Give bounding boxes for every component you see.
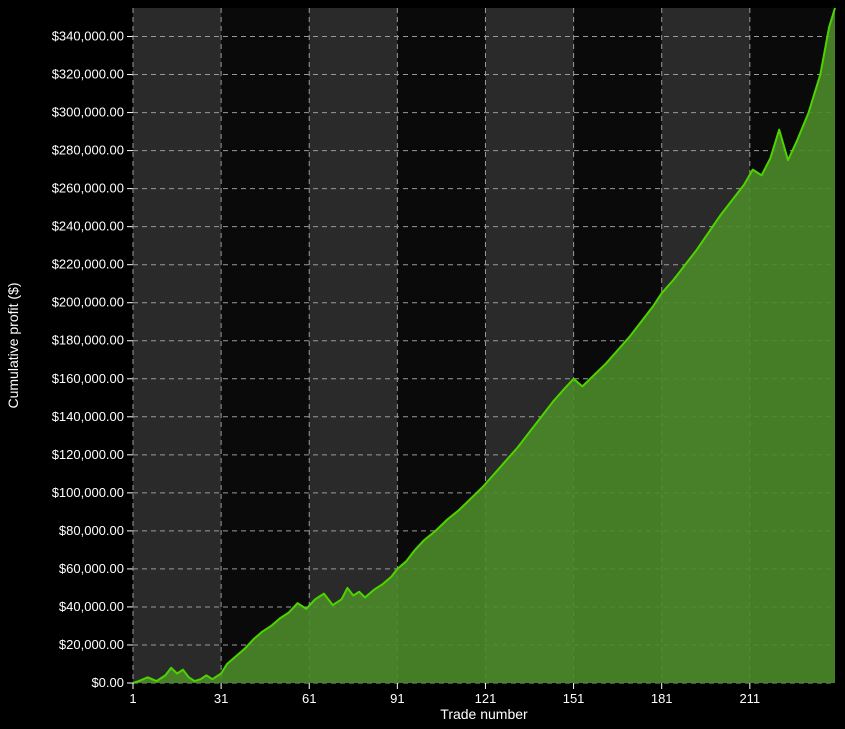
x-tick-label: 121: [475, 691, 497, 706]
y-tick-label: $200,000.00: [52, 295, 124, 310]
x-tick-label: 1: [129, 691, 136, 706]
x-tick-label: 211: [739, 691, 760, 706]
y-tick-label: $80,000.00: [59, 523, 124, 538]
chart-svg: $0.00 $20,000.00 $40,000.00 $60,000.00 $80,0…: [0, 0, 845, 729]
y-tick-label: $160,000.00: [52, 371, 124, 386]
y-tick-label: $320,000.00: [52, 67, 124, 82]
x-tick-label: 31: [214, 691, 228, 706]
x-tick-label: 91: [390, 691, 404, 706]
y-tick-label: $20,000.00: [59, 637, 124, 652]
x-tick-label: 151: [563, 691, 585, 706]
y-axis-label: Cumulative profit ($): [5, 282, 21, 408]
y-tick-label: $300,000.00: [52, 105, 124, 120]
y-tick-label: $140,000.00: [52, 409, 124, 424]
y-tick-label: $240,000.00: [52, 219, 124, 234]
y-tick-label: $280,000.00: [52, 143, 124, 158]
y-tick-label: $60,000.00: [59, 561, 124, 576]
y-tick-label: $220,000.00: [52, 257, 124, 272]
y-tick-label: $120,000.00: [52, 447, 124, 462]
equity-curve-chart: $0.00 $20,000.00 $40,000.00 $60,000.00 $80,0…: [0, 0, 845, 729]
y-tick-label: $180,000.00: [52, 333, 124, 348]
x-tick-label: 181: [651, 691, 673, 706]
y-tick-label: $0.00: [91, 675, 124, 690]
x-tick-label: 61: [302, 691, 316, 706]
y-tick-label: $340,000.00: [52, 29, 124, 44]
y-tick-label: $100,000.00: [52, 485, 124, 500]
y-tick-label: $40,000.00: [59, 599, 124, 614]
y-tick-label: $260,000.00: [52, 181, 124, 196]
x-axis-label: Trade number: [440, 706, 528, 722]
